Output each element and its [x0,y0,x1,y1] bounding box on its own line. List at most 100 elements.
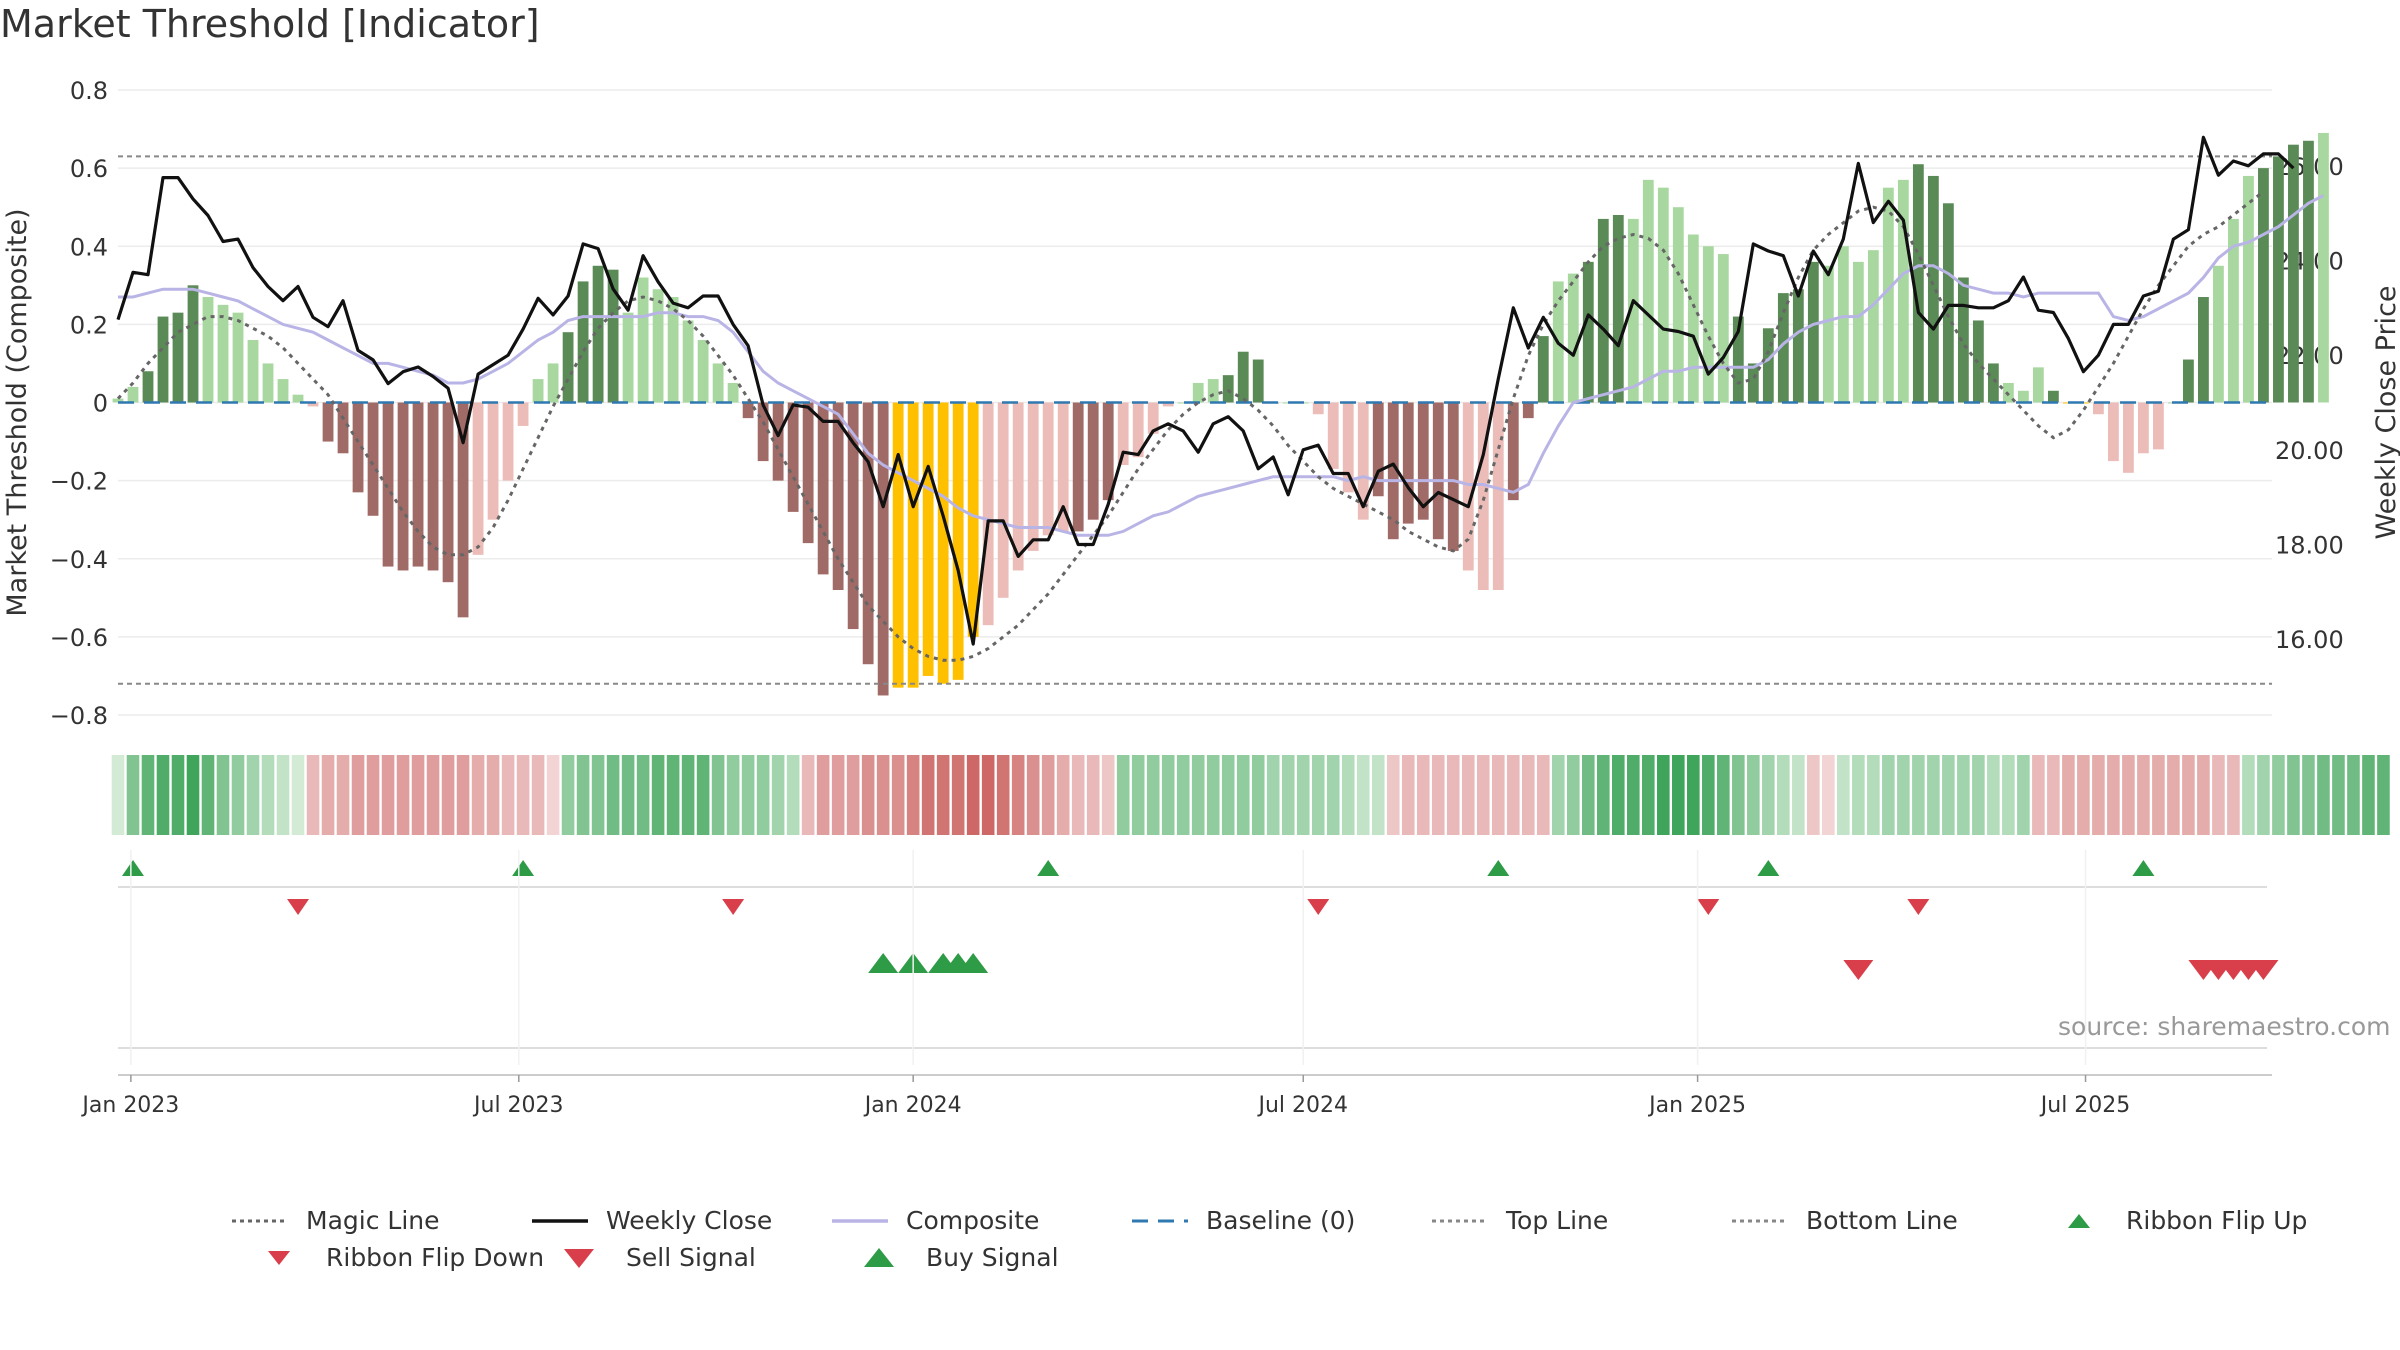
ribbon-cell [1086,755,1100,835]
legend-swatch [2068,1213,2090,1228]
composite-bar [1132,402,1144,458]
ribbon-cell [1176,755,1190,835]
ribbon-flip-up-marker [1487,860,1510,876]
magic-line [116,190,2265,662]
ribbon-cell [1281,755,1295,835]
legend-item-close: Weekly Close [530,1206,772,1235]
composite-bar [1582,261,1594,403]
composite-bar [1627,218,1639,403]
legend-item-sell: Sell Signal [550,1243,756,1272]
ribbon-cell [1191,755,1205,835]
sell-signal-markers [1843,960,2279,980]
ribbon-cell [816,755,830,835]
composite-bar [2303,140,2314,403]
composite-bar [2198,297,2209,403]
composite-bar [1312,402,1324,415]
ribbon-cell [306,755,320,835]
ribbon-cell [1596,755,1610,835]
ribbon-cell [1822,755,1835,835]
composite-bar [142,371,154,403]
ribbon-cell [1702,755,1715,835]
weekly-close-line [116,135,2295,646]
composite-bar [112,398,124,403]
ribbon-cell [681,755,695,835]
ribbon-cell [1807,755,1820,835]
ribbon-cell [2092,755,2105,835]
legend-swatch [864,1247,894,1267]
composite-bar [592,265,604,403]
ribbon-cell [2227,755,2240,835]
x-tick-label: Jul 2025 [2039,1093,2131,1118]
composite-bar [1897,179,1909,403]
y-right-tick-label: 20.00 [2275,437,2344,465]
composite-bar [1432,402,1444,540]
ribbon-cell [171,755,185,835]
composite-bar [1702,246,1714,403]
legend-swatch [1132,1219,1188,1222]
ribbon-cell [1762,755,1775,835]
ribbon-cell [1476,755,1490,835]
ribbon-cell [1011,755,1025,835]
ribbon-cell [1792,755,1805,835]
legend-swatch [232,1219,288,1222]
legend-label: Bottom Line [1806,1206,1958,1235]
composite-bar [2243,175,2254,403]
ribbon-cell [2062,755,2075,835]
ribbon-cell [951,755,965,835]
ribbon-cell [996,755,1010,835]
composite-bar [2318,132,2329,403]
ribbon-flip-down-marker [1907,899,1930,915]
ribbon-cell [246,755,260,835]
legend-label: Weekly Close [606,1206,773,1235]
ribbon-cell [456,755,470,835]
composite-bar [247,340,259,403]
ribbon-cell [1506,755,1520,835]
y-left-tick-label: 0.2 [70,311,108,339]
composite-bar [2122,402,2134,473]
composite-bar [922,402,934,676]
legend-item-composite: Composite [830,1206,1039,1235]
ribbon-cell [1882,755,1895,835]
composite-bar [1942,203,1954,403]
ribbon-cell [936,755,950,835]
ribbon-cell [426,755,440,835]
ribbon-cell [576,755,590,835]
composite-bar [2092,402,2104,415]
composite-bar [1072,402,1084,532]
composite-bar [232,312,244,403]
composite-bar [487,402,499,520]
ribbon-cell [261,755,275,835]
composite-bar [577,281,589,403]
composite-bar [772,402,784,481]
y-right-tick-label: 16.00 [2275,626,2344,654]
composite-bar [1642,179,1654,403]
composite-bar [2183,359,2194,403]
composite-bar [1417,402,1429,520]
composite-bar [1492,402,1504,590]
ribbon-cell [1957,755,1970,835]
composite-bar [322,402,334,442]
composite-bar [787,402,799,512]
composite-bar [1657,187,1669,403]
composite-bar [217,304,229,403]
ribbon-flip-up-marker [1757,860,1780,876]
ribbon-strip [111,755,2390,835]
ribbon-cell [606,755,620,835]
legend-item-flip_down: Ribbon Flip Down [250,1243,544,1272]
ribbon-cell [2242,755,2255,835]
composite-bar [1957,277,1969,403]
composite-bar [472,402,484,555]
y-right-axis-title: Weekly Close Price [2371,285,2400,539]
composite-bar [892,402,904,688]
ribbon-cell [321,755,335,835]
y-left-tick-label: −0.6 [50,624,108,652]
ribbon-cell [1732,755,1745,835]
legend-swatch [1432,1219,1488,1222]
composite-bar [1147,402,1159,434]
composite-bar [1537,336,1549,403]
ribbon-cell [1401,755,1415,835]
ribbon-cell [1657,755,1670,835]
ribbon-cell [1611,755,1625,835]
